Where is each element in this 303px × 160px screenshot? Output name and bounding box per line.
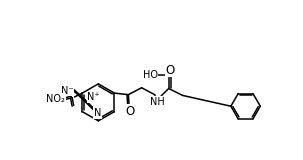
Text: N⁻: N⁻: [61, 86, 74, 96]
Text: NH: NH: [151, 97, 165, 107]
Text: O: O: [166, 64, 175, 76]
Text: N⁺: N⁺: [88, 92, 100, 102]
Text: N: N: [94, 108, 101, 118]
Text: NO₂: NO₂: [46, 93, 65, 104]
Text: O: O: [125, 105, 135, 118]
Text: HO: HO: [143, 70, 158, 80]
